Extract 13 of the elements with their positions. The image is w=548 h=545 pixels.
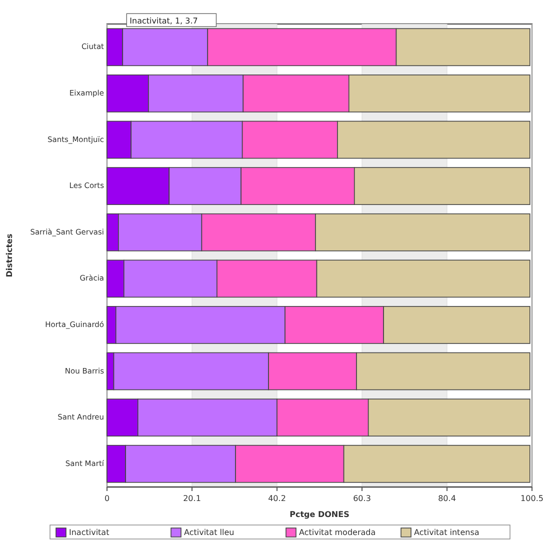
x-tick-label: 20.1: [183, 494, 201, 503]
legend-label: Activitat lleu: [184, 528, 234, 537]
x-axis-title: Pctge DONES: [290, 510, 350, 519]
x-tick-label: 60.3: [353, 494, 371, 503]
legend-label: Activitat intensa: [414, 528, 480, 537]
x-tick-label: 40.2: [268, 494, 286, 503]
x-tick-label: 0: [104, 494, 110, 503]
annotation: Inactivitat, 1, 3.7: [130, 16, 198, 26]
legend-label: Inactivitat: [69, 528, 110, 537]
y-axis-title: Districtes: [5, 234, 14, 278]
x-tick-label: 100.5: [520, 494, 544, 503]
legend-label: Activitat moderada: [299, 528, 376, 537]
x-tick-label: 80.4: [438, 494, 456, 503]
